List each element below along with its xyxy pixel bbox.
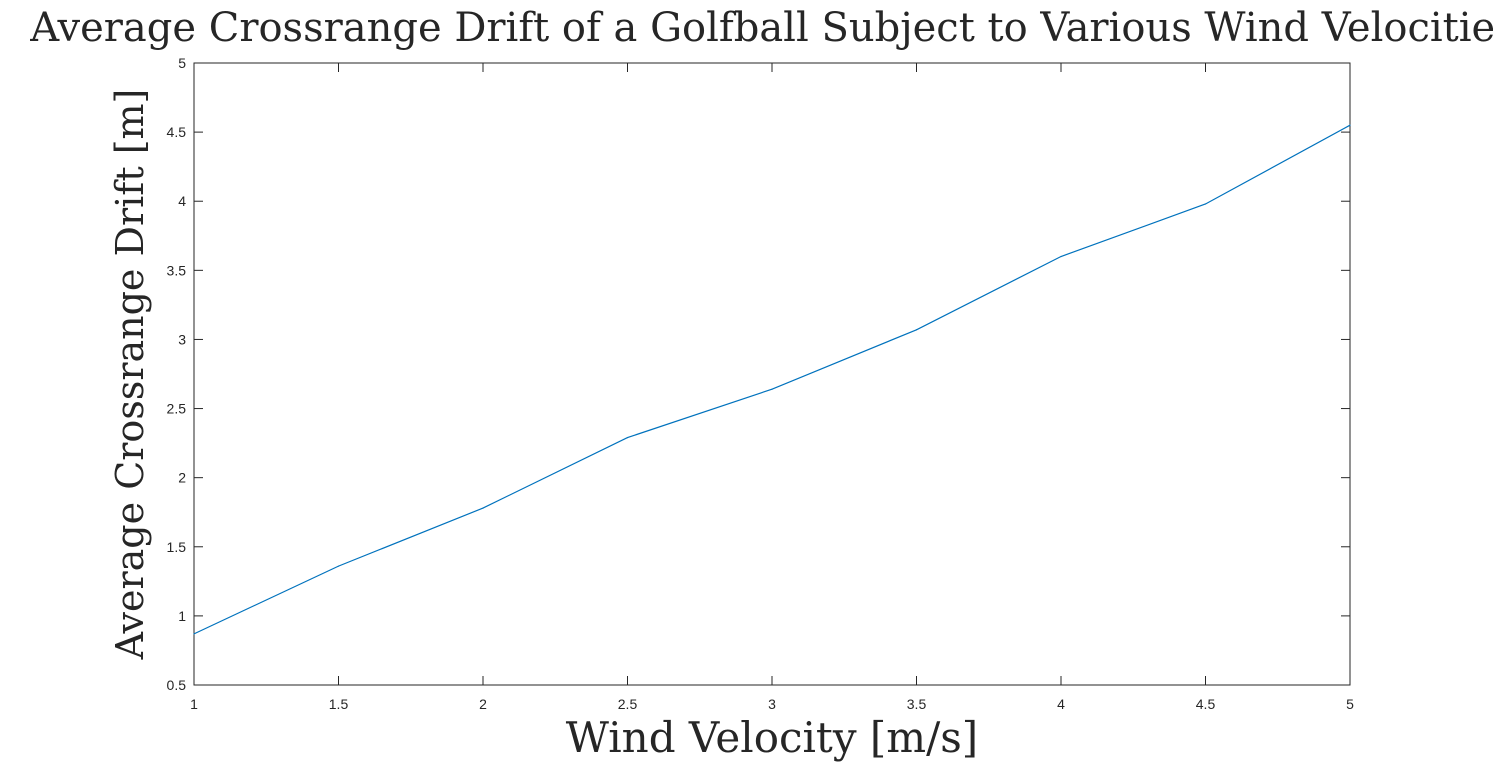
y-tick-label: 2 <box>178 470 186 486</box>
data-point <box>1349 124 1351 126</box>
y-axis: 0.5 1 1.5 2 2.5 3 3.5 4 4.5 5 <box>167 55 1350 693</box>
x-axis: 1 1.5 2 2.5 3 3.5 4 4.5 5 <box>190 63 1354 712</box>
x-tick-label: 5 <box>1346 696 1354 712</box>
x-tick-label: 1.5 <box>329 696 349 712</box>
data-point <box>337 565 340 567</box>
data-point <box>1060 255 1062 258</box>
x-tick-label: 2 <box>479 696 487 712</box>
data-point <box>626 436 629 439</box>
y-tick-label: 3.5 <box>167 262 187 278</box>
series-layer <box>193 124 1351 635</box>
x-tick-label: 2.5 <box>618 696 638 712</box>
x-tick-label: 3 <box>768 696 776 712</box>
y-tick-label: 1.5 <box>167 539 187 555</box>
x-tick-label: 3.5 <box>907 696 927 712</box>
x-tick-label: 4.5 <box>1196 696 1216 712</box>
data-point <box>193 633 195 635</box>
y-tick-label: 4.5 <box>167 124 187 140</box>
x-tick-label: 1 <box>190 696 198 712</box>
y-tick-label: 2.5 <box>167 401 187 417</box>
data-point <box>771 388 773 390</box>
data-point <box>915 329 918 331</box>
chart-title: Average Crossrange Drift of a Golfball S… <box>29 5 1493 51</box>
y-tick-label: 5 <box>178 55 186 71</box>
y-tick-label: 1 <box>178 608 186 624</box>
y-tick-label: 0.5 <box>167 677 187 693</box>
data-point <box>1204 203 1207 205</box>
y-axis-label: Average Crossrange Drift [m] <box>108 89 152 661</box>
y-tick-label: 4 <box>178 193 186 209</box>
y-tick-label: 3 <box>178 331 186 347</box>
plot-area <box>193 62 1351 686</box>
x-tick-label: 4 <box>1057 696 1065 712</box>
x-axis-label: Wind Velocity [m/s] <box>566 713 978 762</box>
data-point <box>482 507 484 509</box>
